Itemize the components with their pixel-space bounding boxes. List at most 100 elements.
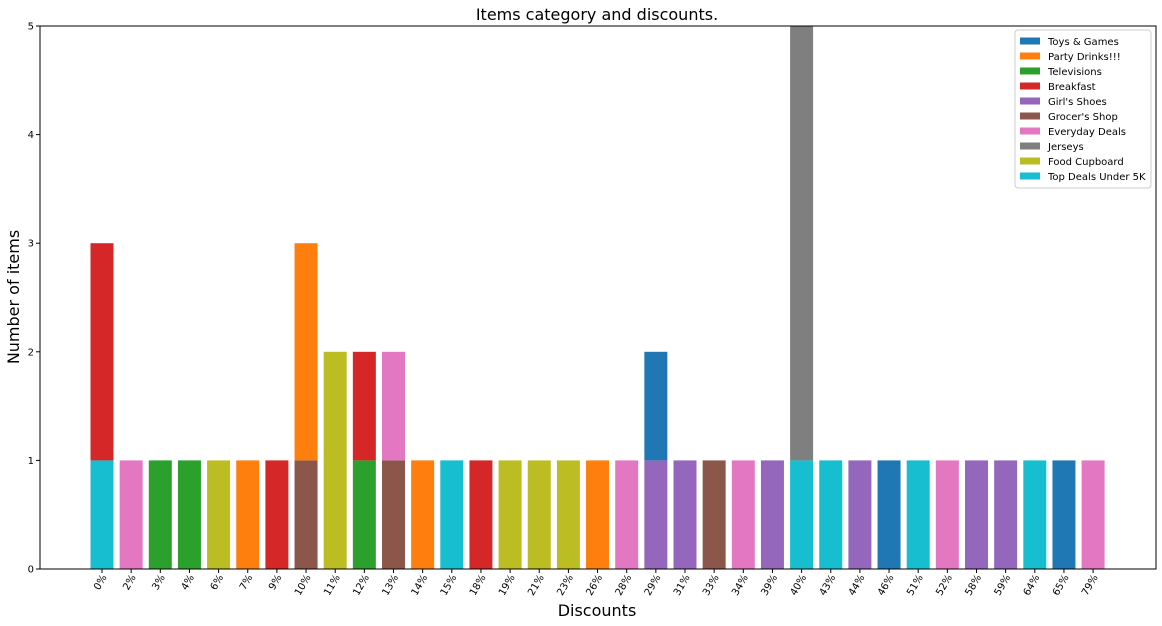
x-tick-label: 51% xyxy=(905,573,926,598)
x-tick-label: 7% xyxy=(238,573,255,592)
y-tick-label: 2 xyxy=(28,347,34,358)
x-tick-label: 4% xyxy=(180,573,197,592)
x-tick-label: 2% xyxy=(121,573,138,592)
y-tick-label: 3 xyxy=(28,239,34,250)
bar-segment xyxy=(935,460,959,569)
x-tick-label: 21% xyxy=(526,573,547,598)
chart-title: Items category and discounts. xyxy=(476,5,718,24)
legend-label: Food Cupboard xyxy=(1048,157,1124,168)
legend-label: Toys & Games xyxy=(1047,37,1119,48)
x-tick-label: 43% xyxy=(818,573,839,598)
x-tick-label: 29% xyxy=(643,573,664,598)
legend-swatch xyxy=(1020,52,1040,60)
x-tick-label: 11% xyxy=(322,573,343,598)
bar-segment xyxy=(1081,460,1105,569)
bar-segment xyxy=(906,460,930,569)
x-tick-label: 28% xyxy=(614,573,635,598)
bar-segment xyxy=(469,460,493,569)
y-axis-title: Number of items xyxy=(4,230,23,364)
x-tick-label: 23% xyxy=(555,573,576,598)
bar-segment xyxy=(586,460,610,569)
bar-segment xyxy=(294,243,318,461)
bar-segment xyxy=(498,460,522,569)
x-tick-label: 34% xyxy=(730,573,751,598)
bar-segment xyxy=(556,460,580,569)
bar-segment xyxy=(352,351,376,461)
x-tick-label: 9% xyxy=(267,573,284,592)
x-tick-label: 13% xyxy=(380,573,401,598)
bar-segment xyxy=(177,460,201,569)
legend-label: Party Drinks!!! xyxy=(1048,52,1121,63)
bar-segment xyxy=(294,460,318,569)
bars-layer xyxy=(90,26,1105,569)
bar-segment xyxy=(382,460,405,569)
x-tick-label: 44% xyxy=(847,573,868,598)
x-tick-label: 10% xyxy=(293,573,314,598)
bar-segment xyxy=(411,460,435,569)
bar-segment xyxy=(644,351,668,461)
bar-segment xyxy=(994,460,1018,569)
bar-segment xyxy=(323,351,347,569)
legend-swatch xyxy=(1020,157,1040,165)
legend-swatch xyxy=(1020,142,1040,150)
x-tick-label: 19% xyxy=(497,573,518,598)
legend-swatch xyxy=(1020,112,1040,120)
x-tick-label: 65% xyxy=(1051,573,1072,598)
bar-segment xyxy=(702,460,726,569)
bar-segment xyxy=(440,460,464,569)
bar-segment xyxy=(790,26,814,461)
legend-swatch xyxy=(1020,172,1040,180)
x-tick-label: 15% xyxy=(439,573,460,598)
bar-segment xyxy=(265,460,289,569)
x-tick-label: 12% xyxy=(351,573,372,598)
bar-segment xyxy=(382,351,405,461)
bar-segment xyxy=(644,460,668,569)
bar-segment xyxy=(527,460,551,569)
bar-segment xyxy=(819,460,843,569)
bar-segment xyxy=(848,460,872,569)
bar-segment xyxy=(965,460,988,569)
x-tick-label: 79% xyxy=(1080,573,1101,598)
y-tick-label: 5 xyxy=(28,22,34,33)
legend-swatch xyxy=(1020,97,1040,105)
legend-label: Breakfast xyxy=(1048,82,1096,93)
x-tick-label: 33% xyxy=(701,573,722,598)
y-tick-label: 1 xyxy=(28,456,34,467)
bar-segment xyxy=(148,460,172,569)
bar-segment xyxy=(90,460,114,569)
x-tick-label: 46% xyxy=(876,573,897,598)
legend-label: Jerseys xyxy=(1047,142,1084,153)
bar-segment xyxy=(236,460,260,569)
x-tick-label: 58% xyxy=(963,573,984,598)
x-axis-title: Discounts xyxy=(558,601,637,620)
legend-label: Girl's Shoes xyxy=(1048,97,1107,108)
legend-swatch xyxy=(1020,82,1040,90)
x-tick-label: 59% xyxy=(993,573,1014,598)
x-tick-label: 6% xyxy=(209,573,226,592)
x-tick-label: 39% xyxy=(759,573,780,598)
bar-segment xyxy=(877,460,901,569)
legend: Toys & Games Party Drinks!!! Televisions Br… xyxy=(1014,29,1152,189)
bar-segment xyxy=(1052,460,1076,569)
bar-segment xyxy=(673,460,697,569)
x-tick-label: 14% xyxy=(410,573,431,598)
legend-label: Top Deals Under 5K xyxy=(1047,172,1146,183)
legend-swatch xyxy=(1020,67,1040,75)
axes-layer: 0 1 2 3 4 5 0% 2% 3% 4% 6% 7% 9% 10% 11% 12% 13% 14% 15% 18… xyxy=(28,22,1157,598)
legend-swatch xyxy=(1020,127,1040,135)
bar-segment xyxy=(119,460,143,569)
legend-swatch xyxy=(1020,37,1040,45)
x-tick-label: 64% xyxy=(1022,573,1043,598)
x-tick-label: 18% xyxy=(468,573,489,598)
bar-segment xyxy=(731,460,755,569)
legend-frame xyxy=(1014,29,1152,189)
legend-label: Grocer's Shop xyxy=(1048,112,1118,123)
x-tick-label: 52% xyxy=(934,573,955,598)
x-tick-label: 40% xyxy=(789,573,810,598)
x-tick-label: 0% xyxy=(92,573,109,592)
x-tick-label: 3% xyxy=(150,573,167,592)
legend-label: Televisions xyxy=(1047,67,1102,78)
y-tick-label: 4 xyxy=(28,130,34,141)
bar-segment xyxy=(352,460,376,569)
